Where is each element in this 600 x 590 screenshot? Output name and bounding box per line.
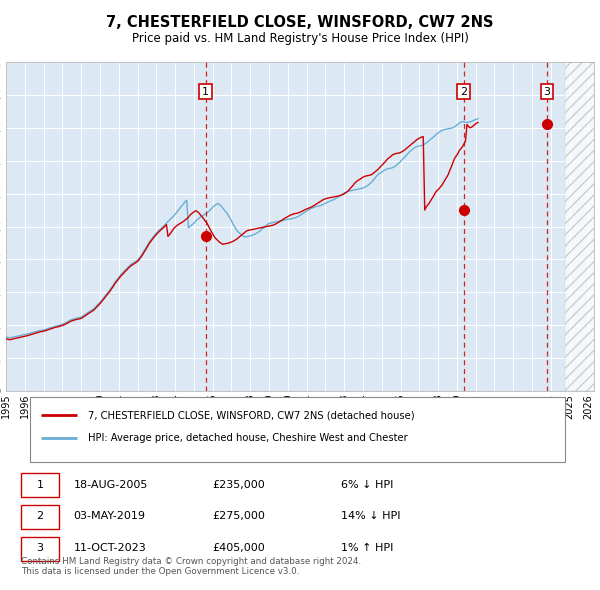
Text: 3: 3 xyxy=(37,543,44,553)
Text: 7, CHESTERFIELD CLOSE, WINSFORD, CW7 2NS: 7, CHESTERFIELD CLOSE, WINSFORD, CW7 2NS xyxy=(106,15,494,30)
Text: 1: 1 xyxy=(37,480,44,490)
Text: 11-OCT-2023: 11-OCT-2023 xyxy=(74,543,146,553)
Text: 7, CHESTERFIELD CLOSE, WINSFORD, CW7 2NS (detached house): 7, CHESTERFIELD CLOSE, WINSFORD, CW7 2NS… xyxy=(88,411,415,421)
FancyBboxPatch shape xyxy=(21,473,59,497)
FancyBboxPatch shape xyxy=(21,505,59,529)
Text: Price paid vs. HM Land Registry's House Price Index (HPI): Price paid vs. HM Land Registry's House … xyxy=(131,32,469,45)
Text: Contains HM Land Registry data © Crown copyright and database right 2024.
This d: Contains HM Land Registry data © Crown c… xyxy=(21,557,361,576)
Text: 3: 3 xyxy=(544,87,550,97)
Text: 1: 1 xyxy=(202,87,209,97)
Text: £405,000: £405,000 xyxy=(212,543,265,553)
Text: 03-MAY-2019: 03-MAY-2019 xyxy=(74,512,146,522)
Text: 14% ↓ HPI: 14% ↓ HPI xyxy=(341,512,401,522)
Text: HPI: Average price, detached house, Cheshire West and Chester: HPI: Average price, detached house, Ches… xyxy=(88,433,408,443)
Text: 1% ↑ HPI: 1% ↑ HPI xyxy=(341,543,394,553)
Bar xyxy=(565,62,600,391)
Text: £235,000: £235,000 xyxy=(212,480,265,490)
Text: £275,000: £275,000 xyxy=(212,512,265,522)
FancyBboxPatch shape xyxy=(21,537,59,561)
Text: 6% ↓ HPI: 6% ↓ HPI xyxy=(341,480,394,490)
FancyBboxPatch shape xyxy=(29,396,565,462)
Text: 2: 2 xyxy=(37,512,44,522)
Text: 2: 2 xyxy=(460,87,467,97)
Text: 18-AUG-2005: 18-AUG-2005 xyxy=(74,480,148,490)
